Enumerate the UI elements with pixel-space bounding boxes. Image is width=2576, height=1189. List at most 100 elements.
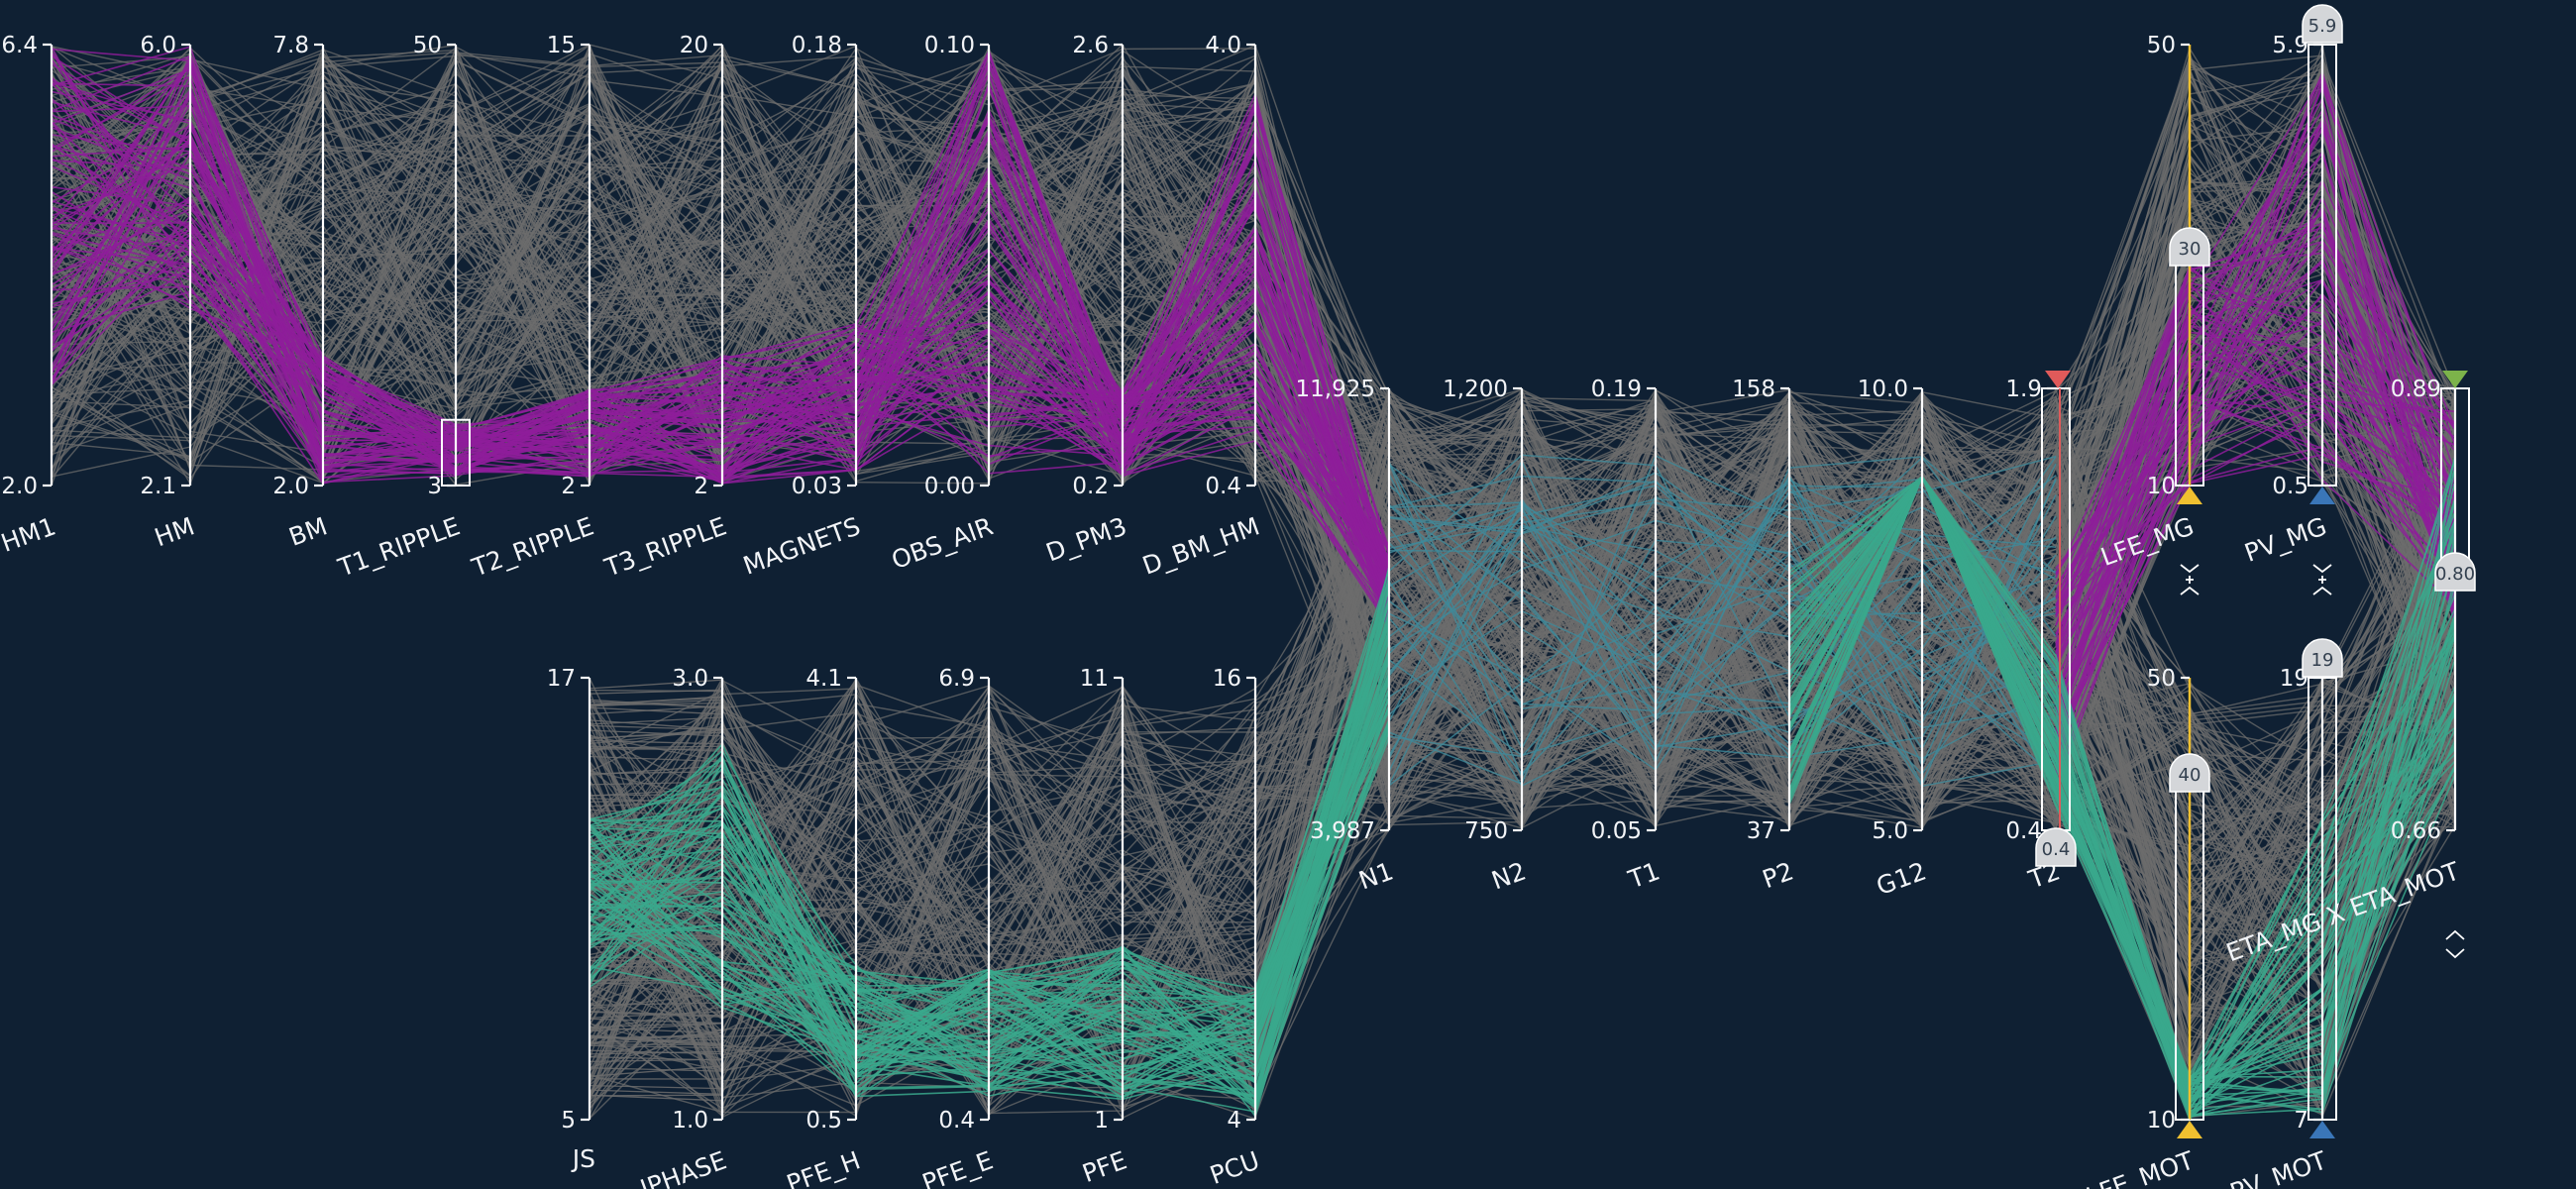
axis-label[interactable]: LFE_MOT [2083, 1145, 2199, 1189]
pv-mot-arrow-icon[interactable] [2309, 1121, 2335, 1138]
context-line [589, 1058, 723, 1063]
axis-label[interactable]: PFE_H [783, 1145, 864, 1189]
highlight-line-teal [1788, 475, 2456, 1113]
handle-pv_mot[interactable]: 19 [2302, 638, 2343, 678]
handle-value: 0.4 [2042, 839, 2071, 860]
axis-hm[interactable]: 6.0 2.1 HM [140, 33, 198, 552]
handle-t2[interactable]: 0.4 [2035, 827, 2077, 867]
handle-pv_mg[interactable]: 5.9 [2302, 4, 2343, 44]
axis-label[interactable]: PFE_E [918, 1145, 997, 1189]
tick-label-min: 1 [1094, 1108, 1109, 1134]
tick-label-max: 0.89 [2391, 377, 2441, 402]
handle-shape[interactable] [2302, 4, 2343, 44]
highlight-line-steel [1388, 480, 2057, 733]
axis-label[interactable]: D_PM3 [1042, 511, 1130, 567]
axis-label[interactable]: T1 [1624, 856, 1664, 894]
handle-eta[interactable]: 0.80 [2434, 552, 2476, 592]
axis-label[interactable]: HM [151, 511, 198, 552]
handle-lfe_mot[interactable]: 40 [2169, 753, 2210, 793]
tick-label-min: 2.0 [1, 474, 38, 499]
highlight-line-magenta [2055, 79, 2456, 652]
tick-label-min: 5.0 [1872, 818, 1908, 844]
eta-arrow-icon[interactable] [2442, 371, 2468, 388]
tick-label-max: 0.19 [1591, 377, 1642, 402]
axis-label[interactable]: HM1 [0, 511, 59, 558]
axis-label[interactable]: N1 [1355, 856, 1397, 895]
axis-label[interactable]: MAGNETS [739, 511, 864, 580]
lfe-mot-arrow-icon[interactable] [2177, 1121, 2202, 1138]
highlight-line-magenta [2055, 278, 2456, 772]
handle-shape[interactable] [2035, 827, 2077, 867]
axis-label[interactable]: N2 [1488, 856, 1530, 895]
handle-lfe_mg[interactable]: 30 [2169, 227, 2210, 267]
highlight-line-steel [1388, 459, 2057, 748]
context-line [589, 936, 723, 940]
axis-label[interactable]: JS [571, 1144, 595, 1173]
axis-label[interactable]: T3_RIPPLE [600, 511, 730, 582]
axis-label[interactable]: G12 [1873, 856, 1930, 901]
axis-label[interactable]: PFE [1079, 1145, 1130, 1188]
highlight-line-magenta [2055, 410, 2456, 736]
axis-js[interactable]: 17 5 JS [547, 666, 595, 1173]
tick-label-max: 2.6 [1072, 33, 1109, 58]
axis-label[interactable]: T1_RIPPLE [334, 511, 464, 582]
highlight-line-steel [1388, 480, 2057, 772]
tick-label-min: 0.05 [1591, 818, 1642, 844]
tick-label-max: 6.0 [140, 33, 176, 58]
handle-shape[interactable] [2302, 638, 2343, 678]
handle-shape[interactable] [2169, 227, 2210, 267]
highlight-line-steel [1388, 455, 2057, 535]
context-line [589, 1094, 723, 1102]
highlight-line-steel [1388, 519, 2057, 683]
tick-label-min: 2 [694, 474, 708, 499]
context-line [589, 689, 723, 693]
highlight-line-steel [1388, 554, 2057, 772]
context-line [589, 1089, 723, 1095]
context-line [589, 706, 723, 715]
axis-label[interactable]: PV_MOT [2226, 1145, 2331, 1189]
axis-n1[interactable]: 11,925 3,987 N1 [1296, 377, 1398, 895]
context-line [589, 1002, 723, 1007]
axis-label[interactable]: PCU [1206, 1145, 1263, 1189]
handle-shape[interactable] [2434, 552, 2476, 592]
highlight-line-magenta [2055, 278, 2456, 716]
highlight-line-magenta [2055, 280, 2456, 660]
highlight-line-teal [1788, 475, 2456, 1094]
highlight-line-steel [1388, 503, 2057, 723]
tick-label-max: 16 [1213, 666, 1241, 692]
context-line [589, 1067, 723, 1072]
axis-hm1[interactable]: 6.4 2.0 HM1 [0, 33, 59, 558]
context-line [589, 1050, 723, 1055]
tick-label-max: 158 [1732, 377, 1775, 402]
tick-label-max: 10.0 [1858, 377, 1908, 402]
highlight-line-magenta [2055, 350, 2456, 638]
lfe-mg-swap-icon[interactable] [2180, 564, 2200, 595]
tick-label-max: 4.1 [805, 666, 842, 692]
axis-label[interactable]: IPHASE [637, 1145, 731, 1189]
eta-expand-icon[interactable] [2445, 929, 2465, 959]
tick-label-min: 0.5 [2272, 474, 2308, 499]
pv-mg-swap-icon[interactable] [2312, 564, 2332, 595]
handle-value: 5.9 [2308, 16, 2337, 37]
highlight-line-steel [1388, 525, 2057, 786]
tick-label-max: 7.8 [272, 33, 309, 58]
t2-arrow-icon[interactable] [2045, 371, 2071, 388]
axis-label[interactable]: BM [285, 511, 331, 551]
axis-label[interactable]: T2_RIPPLE [468, 511, 597, 582]
handle-shape[interactable] [2169, 753, 2210, 793]
highlight-line-steel [1388, 508, 2057, 760]
pv-mg-arrow-icon[interactable] [2309, 486, 2335, 504]
tick-label-max: 11 [1080, 666, 1109, 692]
axis-label[interactable]: D_BM_HM [1138, 511, 1263, 580]
highlight-line-steel [1388, 489, 2057, 721]
tick-label-min: 4 [1227, 1108, 1241, 1134]
axis-label[interactable]: PV_MG [2241, 511, 2330, 568]
highlight-line-steel [1388, 476, 2057, 760]
tick-label-max: 4.0 [1205, 33, 1241, 58]
axis-label[interactable]: OBS_AIR [888, 511, 997, 575]
axis-label[interactable]: P2 [1759, 856, 1797, 894]
highlight-line-teal [1788, 475, 2456, 1096]
lfe-mg-arrow-icon[interactable] [2177, 486, 2202, 504]
context-line [589, 745, 723, 752]
